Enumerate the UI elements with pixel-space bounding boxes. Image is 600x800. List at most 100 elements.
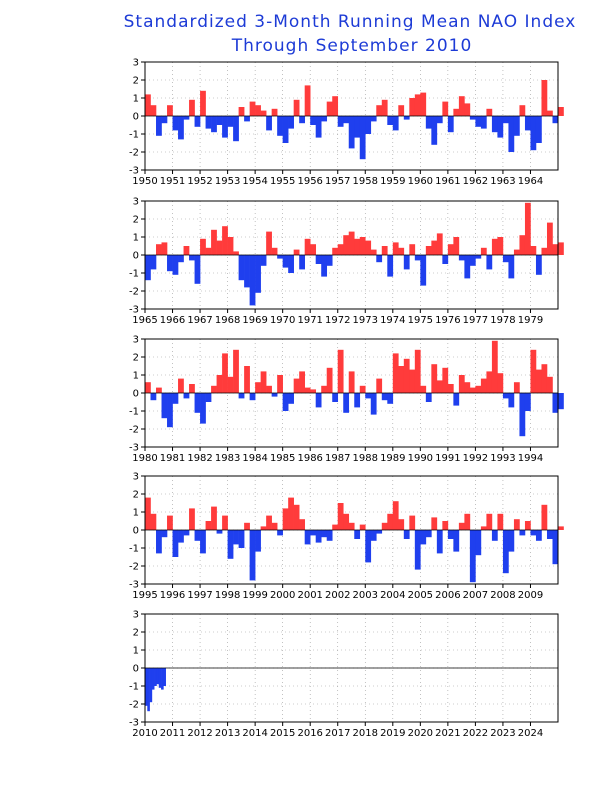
negative-bar xyxy=(486,255,493,270)
positive-bar xyxy=(310,389,317,393)
negative-bar xyxy=(150,393,157,401)
negative-bar xyxy=(310,116,317,125)
negative-bar xyxy=(519,530,526,536)
positive-bar xyxy=(233,349,239,393)
x-tick-label: 1991 xyxy=(435,453,460,464)
positive-bar xyxy=(156,244,162,255)
x-tick-label: 1956 xyxy=(297,176,322,187)
negative-bar xyxy=(315,530,322,543)
negative-bar xyxy=(233,530,239,545)
positive-bar xyxy=(469,387,476,393)
negative-bar xyxy=(238,393,245,399)
y-tick-label: 0 xyxy=(133,664,139,675)
negative-bar xyxy=(321,255,328,277)
positive-bar xyxy=(167,515,173,530)
negative-bar xyxy=(161,116,168,124)
positive-bar xyxy=(541,80,548,116)
x-tick-label: 1966 xyxy=(160,315,185,326)
x-tick-label: 1979 xyxy=(518,315,543,326)
negative-bar xyxy=(194,255,201,284)
positive-bar xyxy=(293,249,300,255)
x-tick-label: 2009 xyxy=(518,590,543,601)
negative-bar xyxy=(480,116,487,129)
x-tick-label: 2018 xyxy=(353,728,378,739)
x-tick-label: 2004 xyxy=(380,590,405,601)
x-tick-label: 1985 xyxy=(270,453,295,464)
positive-bar xyxy=(497,237,504,255)
positive-bar xyxy=(546,222,553,255)
positive-bar xyxy=(420,385,427,393)
negative-bar xyxy=(431,116,438,145)
negative-bar xyxy=(145,255,151,281)
y-tick-label: -1 xyxy=(129,130,139,141)
y-tick-label: -3 xyxy=(129,718,139,729)
positive-bar xyxy=(381,246,388,255)
positive-bar xyxy=(480,526,487,530)
x-tick-label: 1989 xyxy=(380,453,405,464)
negative-bar xyxy=(348,116,355,149)
positive-bar xyxy=(458,375,465,393)
positive-bar xyxy=(211,506,217,530)
x-tick-label: 1963 xyxy=(490,176,515,187)
x-tick-label: 2013 xyxy=(215,728,240,739)
positive-bar xyxy=(200,238,206,255)
negative-bar xyxy=(365,116,372,134)
x-tick-label: 1999 xyxy=(242,590,267,601)
x-tick-label: 1959 xyxy=(380,176,405,187)
positive-bar xyxy=(337,503,344,530)
negative-bar xyxy=(442,255,449,264)
x-tick-label: 2020 xyxy=(408,728,433,739)
y-tick-label: 0 xyxy=(133,112,139,123)
y-tick-label: -1 xyxy=(129,407,139,418)
positive-bar xyxy=(167,105,173,116)
positive-bar xyxy=(414,349,421,393)
negative-bar xyxy=(151,668,155,690)
negative-bar xyxy=(227,530,234,559)
positive-bar xyxy=(288,497,294,530)
positive-bar xyxy=(519,235,526,255)
y-tick-label: 2 xyxy=(133,76,139,87)
positive-bar xyxy=(222,353,228,393)
positive-bar xyxy=(189,384,195,393)
positive-bar xyxy=(425,246,432,255)
chart-subtitle: Through September 2010 xyxy=(231,36,473,56)
negative-bar xyxy=(447,116,454,133)
negative-bar xyxy=(524,393,531,411)
x-tick-label: 1998 xyxy=(215,590,240,601)
y-tick-label: 3 xyxy=(133,197,139,208)
positive-bar xyxy=(332,524,339,530)
negative-bar xyxy=(167,255,173,272)
positive-bar xyxy=(299,371,305,393)
negative-bar xyxy=(255,530,261,552)
negative-bar xyxy=(370,116,377,122)
negative-bar xyxy=(172,255,179,275)
negative-bar xyxy=(519,393,526,437)
negative-bar xyxy=(365,393,372,399)
negative-bar xyxy=(288,116,294,129)
negative-bar xyxy=(376,530,383,534)
negative-bar xyxy=(266,116,272,131)
positive-bar xyxy=(558,242,564,255)
negative-bar xyxy=(475,255,482,259)
negative-bar xyxy=(524,116,531,131)
positive-bar xyxy=(453,237,460,255)
positive-bar xyxy=(183,246,190,255)
positive-bar xyxy=(486,513,493,530)
negative-bar xyxy=(552,116,559,124)
positive-bar xyxy=(491,238,498,255)
y-tick-label: 1 xyxy=(133,646,139,657)
x-tick-label: 1974 xyxy=(380,315,405,326)
positive-bar xyxy=(150,513,157,530)
y-tick-label: 2 xyxy=(133,490,139,501)
negative-bar xyxy=(491,530,498,541)
negative-bar xyxy=(158,668,162,688)
positive-bar xyxy=(464,382,471,393)
negative-bar xyxy=(161,393,168,419)
positive-bar xyxy=(541,504,548,530)
negative-bar xyxy=(249,530,256,581)
positive-bar xyxy=(299,519,305,530)
x-tick-label: 1965 xyxy=(132,315,157,326)
negative-bar xyxy=(326,530,333,541)
y-tick-label: 1 xyxy=(133,94,139,105)
